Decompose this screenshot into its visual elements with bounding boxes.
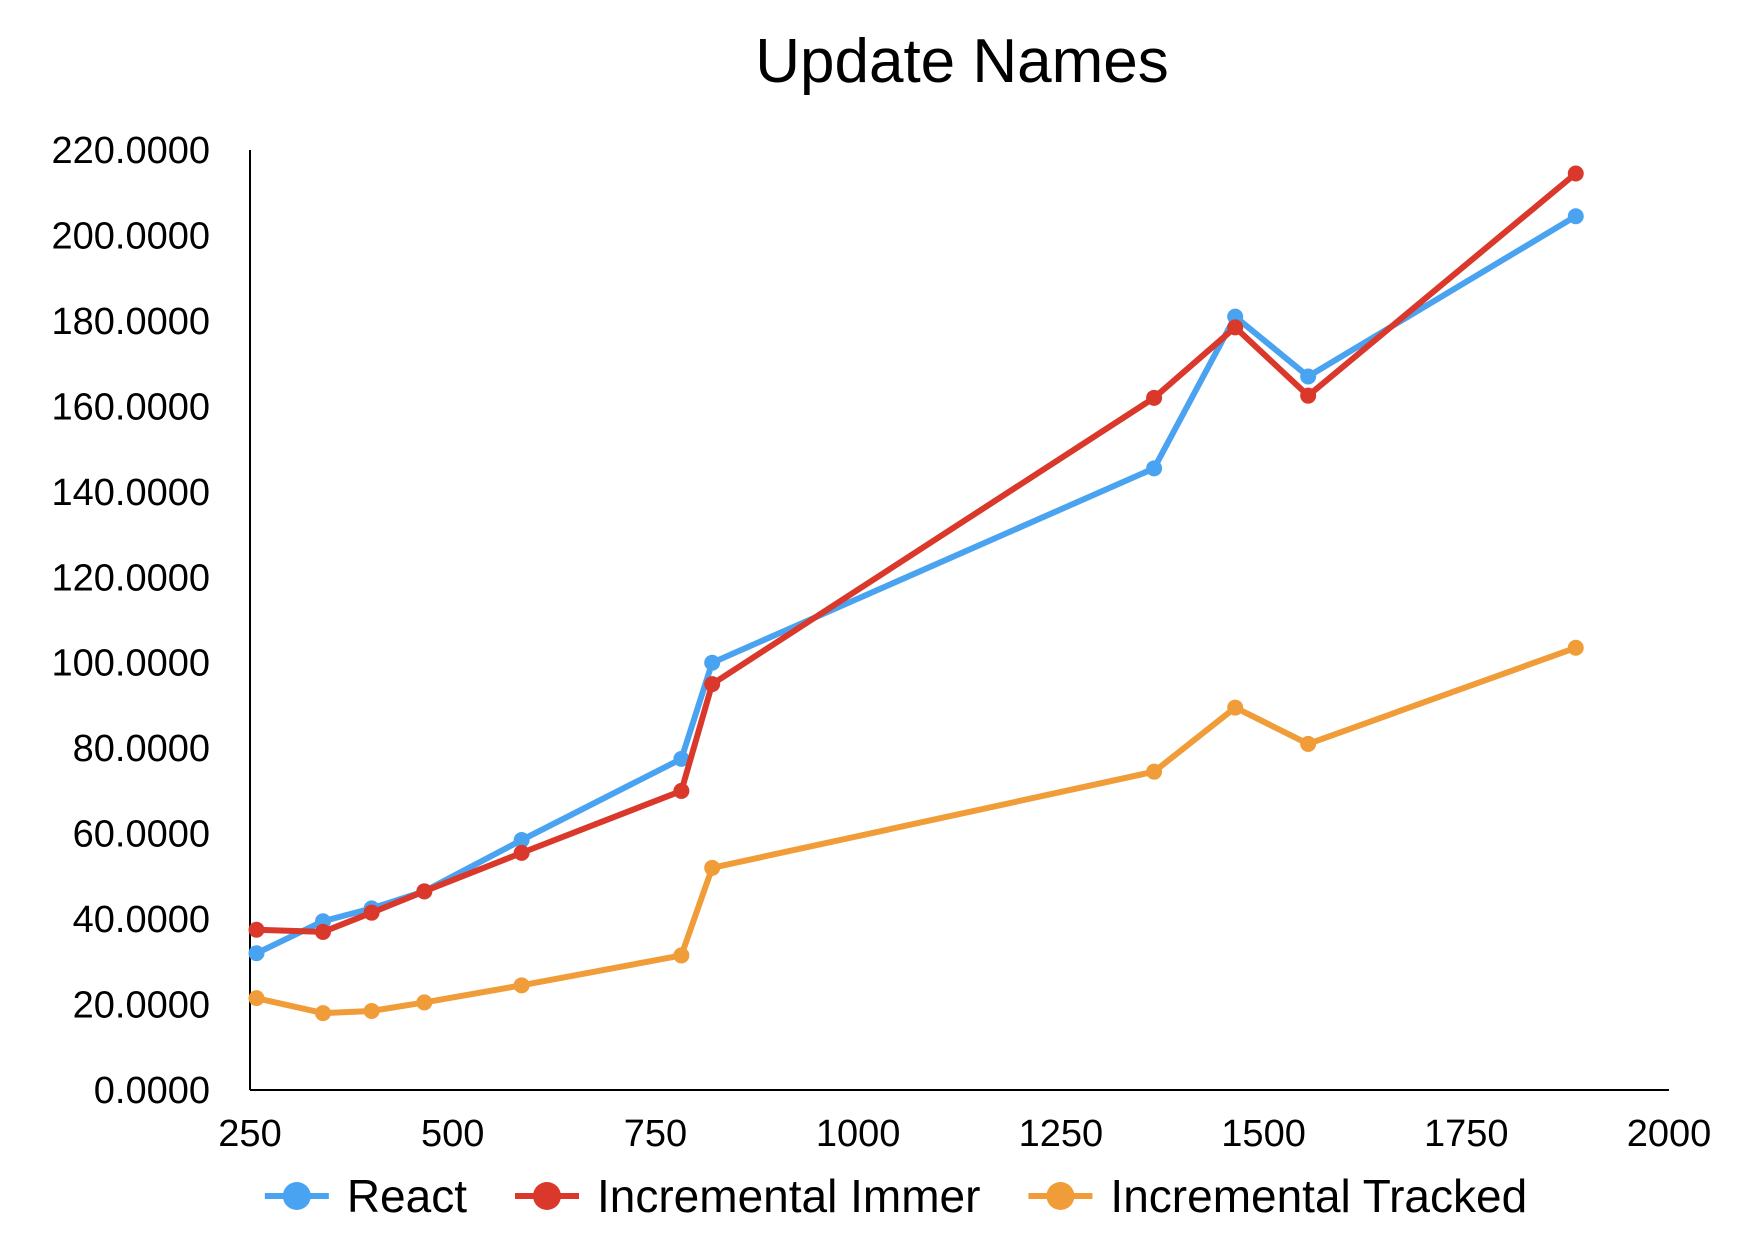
legend: React Incremental Immer Incremental Tracke… (264, 1170, 1527, 1222)
data-point-react (704, 654, 721, 671)
data-point-incremental-tracked (513, 977, 530, 994)
data-point-incremental-tracked (363, 1002, 380, 1019)
data-point-incremental-tracked (1300, 735, 1317, 752)
x-tick-label: 1250 (1019, 1113, 1104, 1155)
legend-label: React (347, 1170, 467, 1222)
legend-item-incremental-tracked: Incremental Tracked (1028, 1170, 1527, 1222)
y-tick-label: 200.0000 (52, 215, 211, 257)
legend-label: Incremental Immer (597, 1170, 980, 1222)
data-point-react (673, 750, 690, 767)
y-tick-label: 220.0000 (52, 130, 211, 172)
data-point-incremental-tracked (1146, 763, 1163, 780)
series-react (248, 208, 1584, 962)
y-tick-label: 140.0000 (52, 472, 211, 514)
y-tick-label: 160.0000 (52, 386, 211, 428)
series-group (248, 165, 1584, 1022)
data-point-incremental-immer (1227, 319, 1244, 336)
series-line-incremental-tracked (253, 644, 1579, 1017)
series-incremental-immer (248, 165, 1584, 940)
legend-item-react: React (264, 1170, 467, 1222)
data-point-incremental-immer (673, 782, 690, 799)
x-tick-label: 2000 (1627, 1113, 1712, 1155)
x-tick-label: 250 (218, 1113, 281, 1155)
data-point-incremental-tracked (314, 1005, 331, 1022)
legend-marker-dot (532, 1182, 561, 1210)
y-tick-label: 180.0000 (52, 301, 211, 343)
data-point-react (513, 832, 530, 849)
series-line-react (253, 213, 1579, 957)
x-tick-label: 750 (624, 1113, 687, 1155)
data-point-incremental-immer (363, 904, 380, 921)
data-point-react (1146, 460, 1163, 477)
y-tick-label: 0.0000 (94, 1070, 210, 1112)
data-point-incremental-immer (314, 923, 331, 940)
y-tick-label: 20.0000 (73, 985, 210, 1027)
data-point-incremental-immer (704, 676, 721, 693)
x-tick-label: 500 (421, 1113, 484, 1155)
data-point-incremental-tracked (673, 947, 690, 964)
x-tick-label: 1000 (816, 1113, 901, 1155)
data-point-incremental-immer (416, 883, 433, 900)
data-point-incremental-tracked (1567, 639, 1584, 656)
data-point-incremental-tracked (704, 859, 721, 876)
y-tick-label: 40.0000 (73, 899, 210, 941)
legend-item-incremental-immer: Incremental Immer (514, 1170, 980, 1222)
chart-title: Update Names (755, 27, 1169, 96)
series-line-incremental-immer (253, 170, 1579, 935)
data-point-incremental-immer (1567, 165, 1584, 182)
data-point-react (1300, 368, 1317, 385)
x-tick-label: 1500 (1221, 1113, 1306, 1155)
data-point-incremental-tracked (416, 994, 433, 1011)
y-tick-label: 100.0000 (52, 643, 211, 685)
data-point-incremental-tracked (1227, 699, 1244, 716)
x-axis-ticks: 250 500 750 1000 1250 1500 1750 2000 (218, 1113, 1711, 1155)
data-point-incremental-tracked (248, 990, 265, 1007)
legend-label: Incremental Tracked (1110, 1170, 1527, 1222)
y-tick-label: 120.0000 (52, 557, 211, 599)
data-point-incremental-immer (513, 844, 530, 861)
legend-marker-dot (282, 1182, 311, 1210)
y-tick-label: 60.0000 (73, 814, 210, 856)
data-point-incremental-immer (248, 921, 265, 938)
data-point-react (1567, 208, 1584, 225)
y-axis-ticks: 0.0000 20.0000 40.0000 60.0000 80.0000 100.00… (52, 130, 211, 1112)
x-tick-label: 1750 (1424, 1113, 1509, 1155)
y-tick-label: 80.0000 (73, 728, 210, 770)
series-incremental-tracked (248, 639, 1584, 1022)
data-point-incremental-immer (1146, 389, 1163, 406)
legend-marker-dot (1046, 1182, 1075, 1210)
data-point-react (248, 945, 265, 962)
data-point-incremental-immer (1300, 387, 1317, 404)
